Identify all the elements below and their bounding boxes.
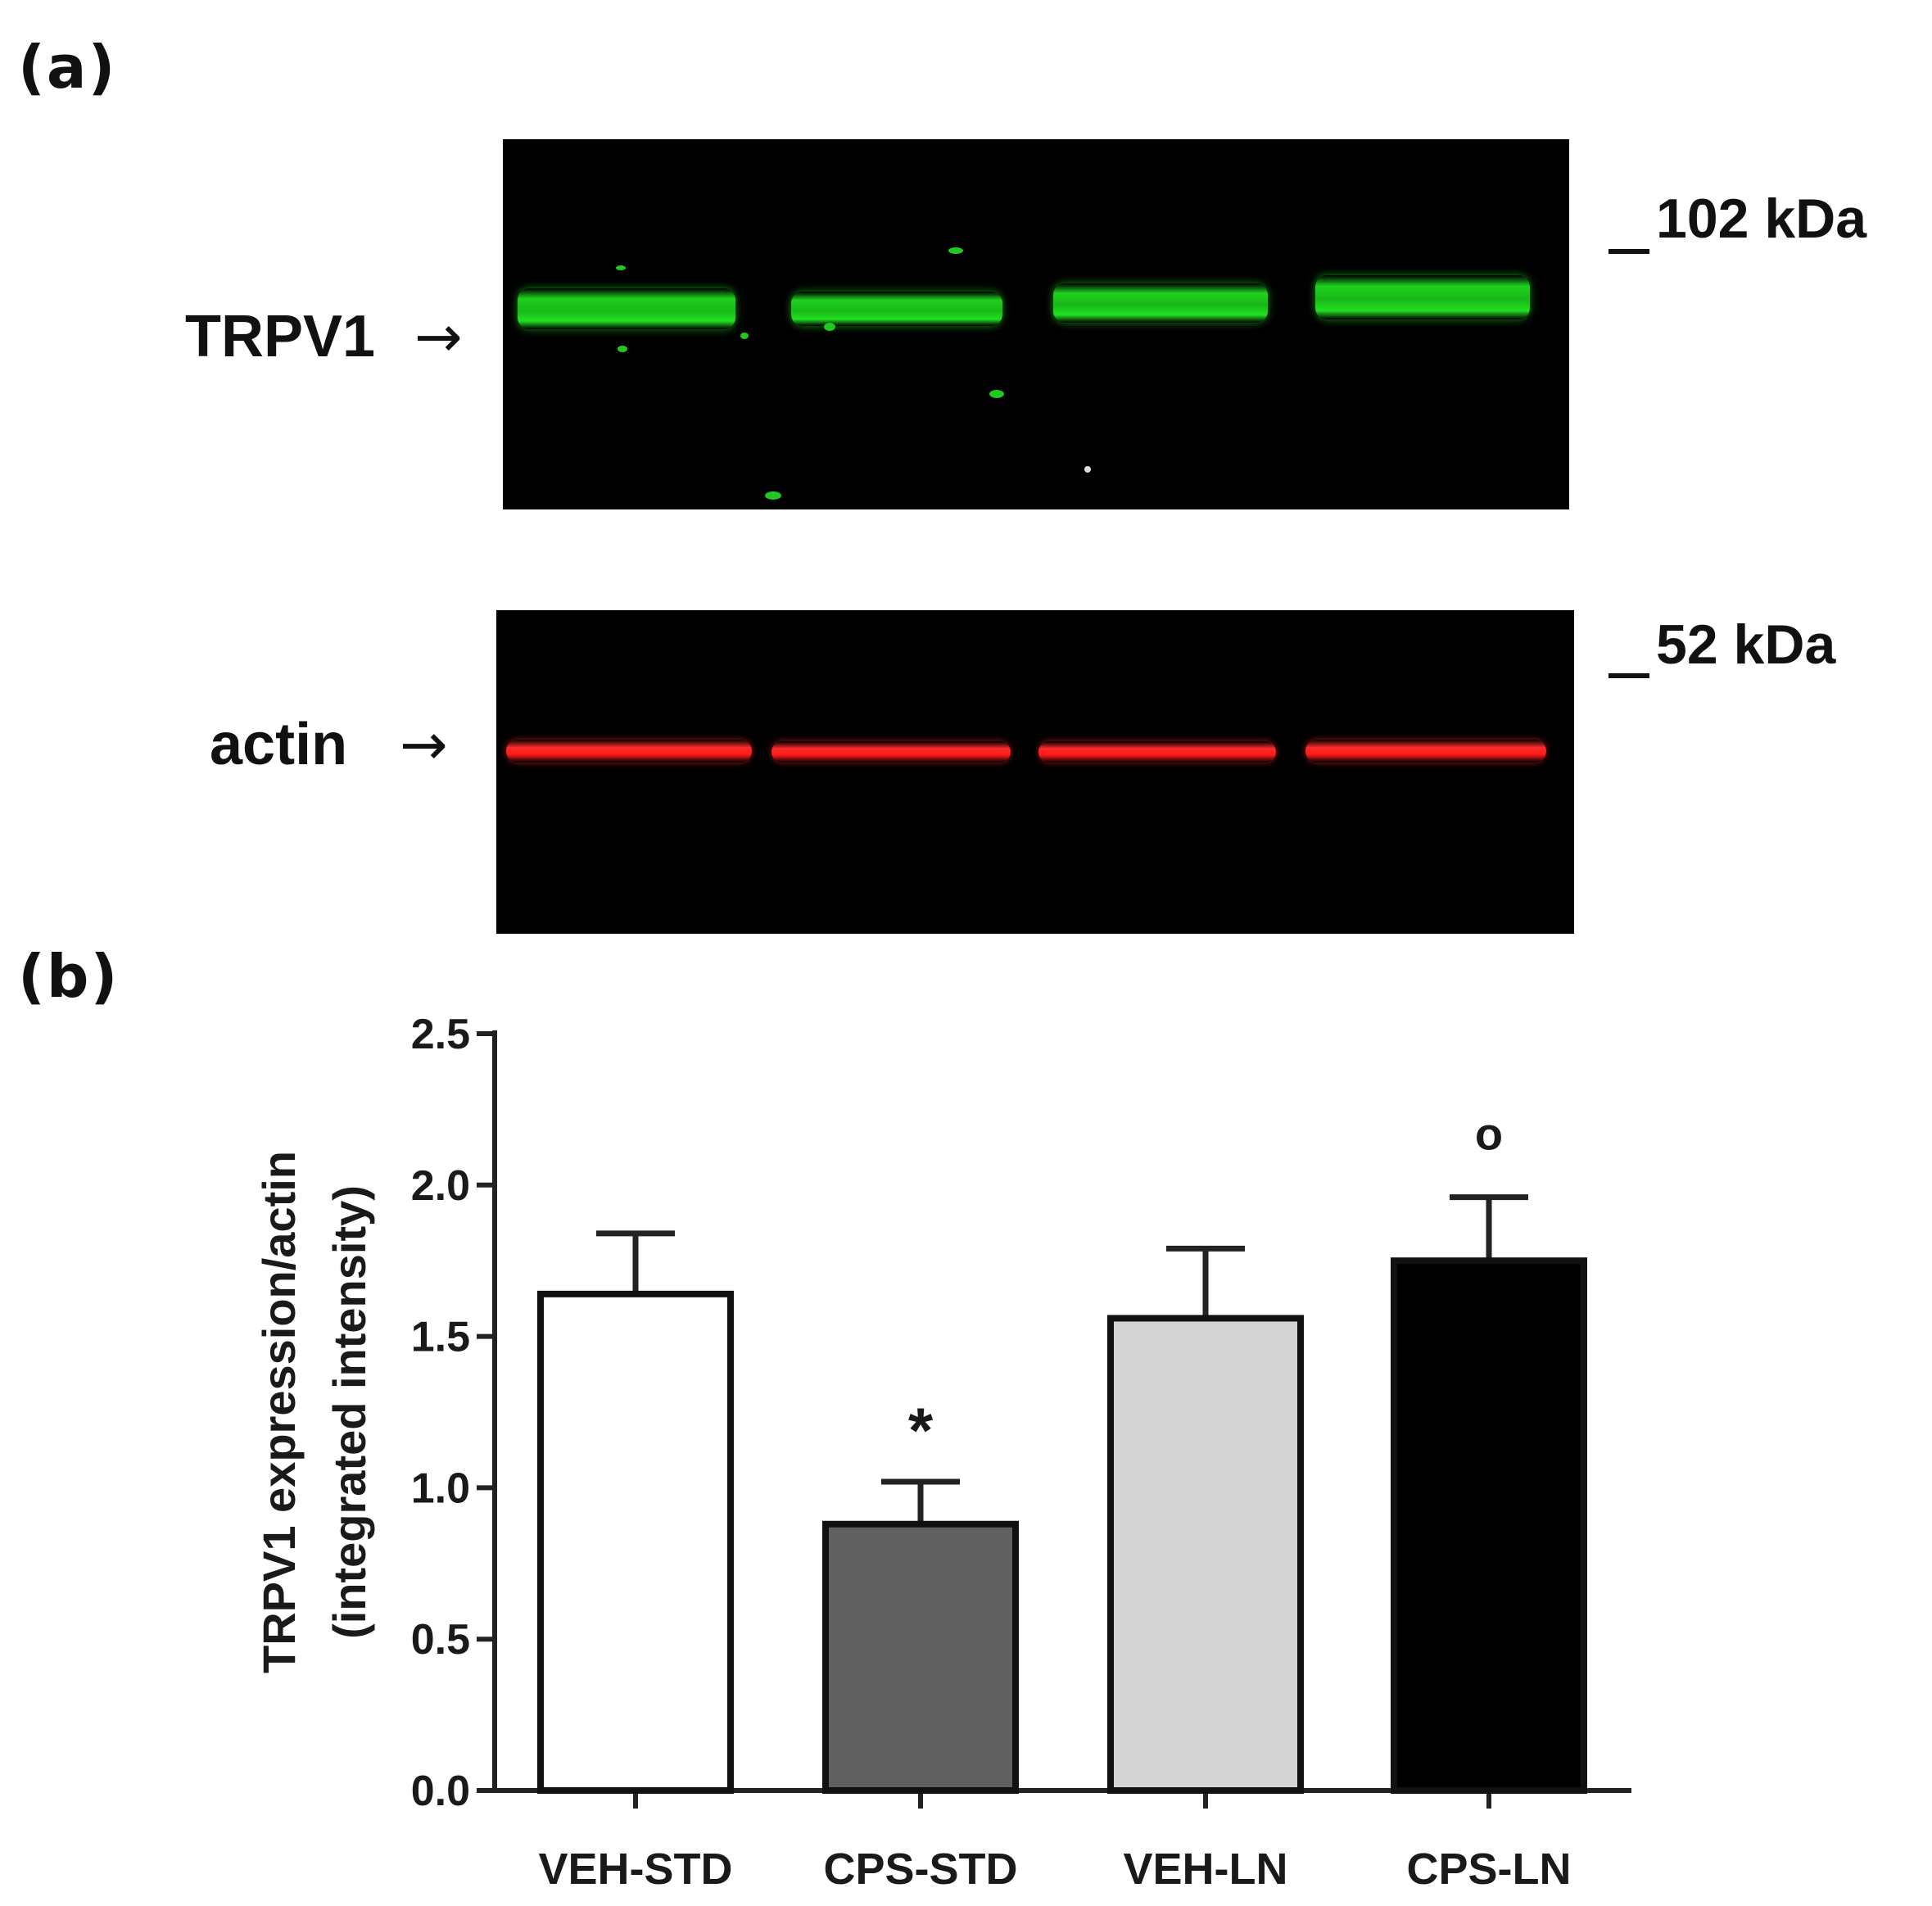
trpv1-label: TRPV1: [185, 304, 376, 369]
significance-marker-cps-std: *: [908, 1394, 934, 1466]
marker-102-kda: 102 kDa: [1656, 188, 1867, 250]
trpv1-arrow-icon: →: [414, 303, 463, 370]
y-axis-label-line-1: TRPV1 expression/actin: [253, 1151, 305, 1673]
chart-bars: [537, 1194, 1587, 1794]
x-tick-label: VEH-STD: [538, 1845, 732, 1894]
x-tick-label: CPS-STD: [823, 1845, 1017, 1894]
trpv1-band-lane-3: [1053, 283, 1268, 323]
actin-blot-image: [496, 610, 1574, 934]
x-tick-label: VEH-LN: [1124, 1845, 1288, 1894]
actin-band-lane-1: [506, 740, 752, 763]
blot-speck: [765, 491, 781, 500]
bar-veh-std: [537, 1290, 734, 1794]
blot-speck: [948, 247, 963, 254]
marker-52-dash: [1608, 673, 1649, 678]
blot-speck: [616, 265, 626, 270]
blot-speck: [618, 346, 627, 352]
actin-band-lane-2: [771, 741, 1011, 763]
actin-arrow-icon: →: [400, 711, 448, 778]
trpv1-band-lane-4: [1315, 275, 1530, 319]
trpv1-band-lane-2: [791, 292, 1002, 326]
blot-speck: [824, 323, 835, 331]
chart-labels: TRPV1 expression/actin (integrated intens…: [253, 1108, 1572, 1894]
actin-label: actin: [210, 712, 348, 777]
bar-cps-std: [822, 1520, 1019, 1794]
y-tick-label: 2.0: [411, 1162, 470, 1210]
bar-cps-ln: [1391, 1257, 1587, 1794]
panel-b-label: (b): [18, 942, 120, 1011]
x-tick-label: CPS-LN: [1407, 1845, 1572, 1894]
bar-veh-ln: [1107, 1315, 1304, 1794]
blot-speck: [989, 390, 1004, 398]
blot-speck: [1084, 466, 1091, 473]
actin-band-lane-4: [1305, 740, 1546, 763]
y-tick-label: 0.5: [411, 1616, 470, 1664]
trpv1-blot-image: [503, 139, 1569, 509]
actin-band-lane-3: [1038, 741, 1276, 763]
panel-a-label: (a): [18, 33, 117, 102]
marker-102-dash: [1608, 249, 1649, 254]
blot-speck: [740, 333, 749, 339]
y-tick-label: 0.0: [411, 1768, 470, 1815]
significance-marker-cps-ln: o: [1475, 1108, 1503, 1160]
trpv1-band-lane-1: [518, 288, 735, 329]
y-axis-label-line-2: (integrated intensity): [324, 1185, 375, 1639]
marker-52-kda: 52 kDa: [1656, 613, 1836, 676]
y-tick-label: 1.0: [411, 1465, 470, 1512]
y-tick-label: 1.5: [411, 1314, 470, 1361]
y-tick-label: 2.5: [411, 1011, 470, 1058]
